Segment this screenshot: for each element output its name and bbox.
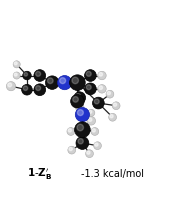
Circle shape (77, 124, 83, 131)
Circle shape (84, 70, 96, 81)
Circle shape (89, 110, 92, 113)
Circle shape (88, 109, 95, 116)
Circle shape (22, 84, 32, 95)
Circle shape (23, 71, 31, 80)
Text: -1.3 kcal/mol: -1.3 kcal/mol (81, 170, 144, 179)
Circle shape (47, 78, 53, 84)
Circle shape (14, 62, 17, 65)
Circle shape (34, 84, 46, 96)
Circle shape (112, 102, 120, 110)
Circle shape (99, 86, 103, 89)
Circle shape (87, 151, 90, 154)
Circle shape (34, 70, 46, 81)
Circle shape (68, 129, 71, 132)
Circle shape (98, 85, 106, 93)
Circle shape (84, 83, 96, 95)
Circle shape (78, 110, 83, 116)
Circle shape (77, 104, 80, 108)
Circle shape (74, 92, 86, 104)
Circle shape (68, 146, 76, 154)
Circle shape (99, 73, 103, 76)
Circle shape (76, 137, 89, 149)
Circle shape (13, 61, 20, 68)
Text: $\mathbf{1\text{-}Z_B^{\prime}}$: $\mathbf{1\text{-}Z_B^{\prime}}$ (27, 167, 53, 182)
Circle shape (107, 91, 110, 95)
Circle shape (57, 76, 72, 90)
Circle shape (76, 94, 81, 99)
Circle shape (110, 115, 113, 118)
Circle shape (86, 85, 91, 90)
Circle shape (67, 128, 75, 135)
Circle shape (72, 77, 79, 84)
Circle shape (70, 75, 85, 90)
Circle shape (106, 90, 114, 98)
Circle shape (113, 103, 117, 106)
Circle shape (75, 122, 90, 138)
Circle shape (13, 72, 20, 79)
Circle shape (73, 97, 78, 102)
Circle shape (94, 142, 101, 150)
Circle shape (92, 129, 95, 132)
Circle shape (24, 73, 28, 76)
Circle shape (78, 139, 83, 144)
Circle shape (94, 99, 99, 104)
Circle shape (109, 113, 117, 121)
Circle shape (45, 76, 59, 89)
Circle shape (98, 71, 106, 80)
Circle shape (86, 71, 91, 76)
Circle shape (91, 128, 99, 135)
Circle shape (71, 95, 84, 108)
Circle shape (36, 71, 41, 76)
Circle shape (14, 73, 17, 76)
Circle shape (69, 147, 72, 151)
Circle shape (87, 117, 96, 125)
Circle shape (95, 143, 98, 146)
Circle shape (8, 83, 12, 87)
Circle shape (86, 150, 93, 158)
Circle shape (75, 107, 90, 122)
Circle shape (93, 97, 104, 109)
Circle shape (76, 103, 84, 112)
Circle shape (88, 118, 92, 121)
Circle shape (23, 86, 28, 91)
Circle shape (60, 78, 66, 84)
Circle shape (36, 86, 41, 91)
Circle shape (6, 82, 16, 91)
